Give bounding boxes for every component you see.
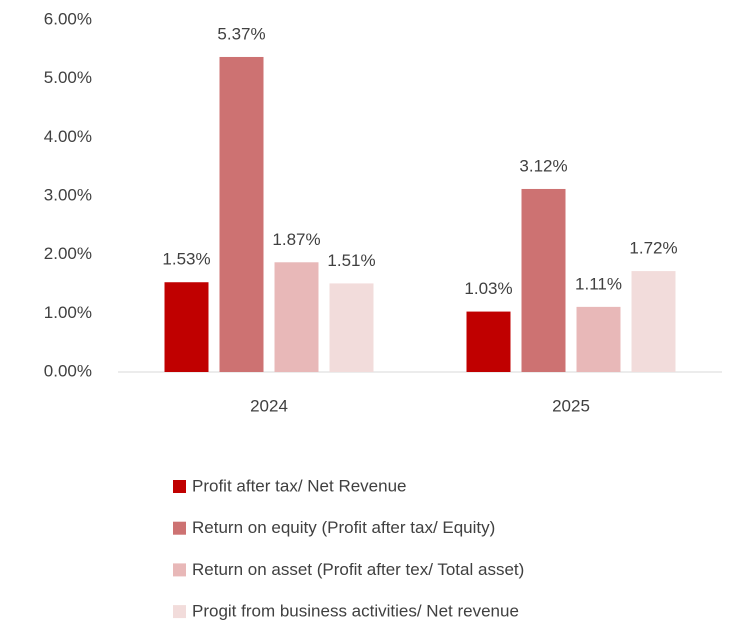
y-tick-label: 4.00% (44, 127, 92, 146)
legend-label: Profit after tax/ Net Revenue (192, 476, 407, 495)
data-label: 1.03% (464, 279, 512, 298)
bar (164, 282, 209, 372)
data-label: 1.51% (327, 251, 375, 270)
x-tick-label: 2024 (250, 396, 288, 415)
y-tick-label: 2.00% (44, 244, 92, 263)
legend-swatch (173, 563, 186, 577)
legend-label: Return on equity (Profit after tax/ Equi… (192, 518, 495, 537)
data-label: 1.53% (162, 250, 210, 269)
legend-swatch (173, 521, 186, 535)
y-tick-label: 1.00% (44, 303, 92, 322)
bar (631, 271, 676, 372)
legend-swatch (173, 605, 186, 619)
y-tick-label: 6.00% (44, 9, 92, 28)
legend-swatch (173, 480, 186, 493)
bar (466, 311, 511, 372)
legend-label: Return on asset (Profit after tex/ Total… (192, 560, 524, 579)
data-label: 1.87% (272, 230, 320, 249)
bar (521, 188, 566, 372)
data-label: 1.11% (575, 274, 622, 293)
y-tick-label: 3.00% (44, 185, 92, 204)
x-tick-label: 2025 (552, 396, 590, 415)
bar (329, 283, 374, 372)
data-label: 5.37% (217, 24, 265, 43)
bar (274, 262, 319, 372)
data-label: 3.12% (519, 156, 567, 175)
legend-label: Progit from business activities/ Net rev… (192, 602, 519, 621)
y-tick-label: 0.00% (44, 361, 92, 380)
y-tick-label: 5.00% (44, 68, 92, 87)
bar (576, 306, 621, 372)
data-label: 1.72% (629, 239, 677, 258)
bar (219, 56, 264, 373)
